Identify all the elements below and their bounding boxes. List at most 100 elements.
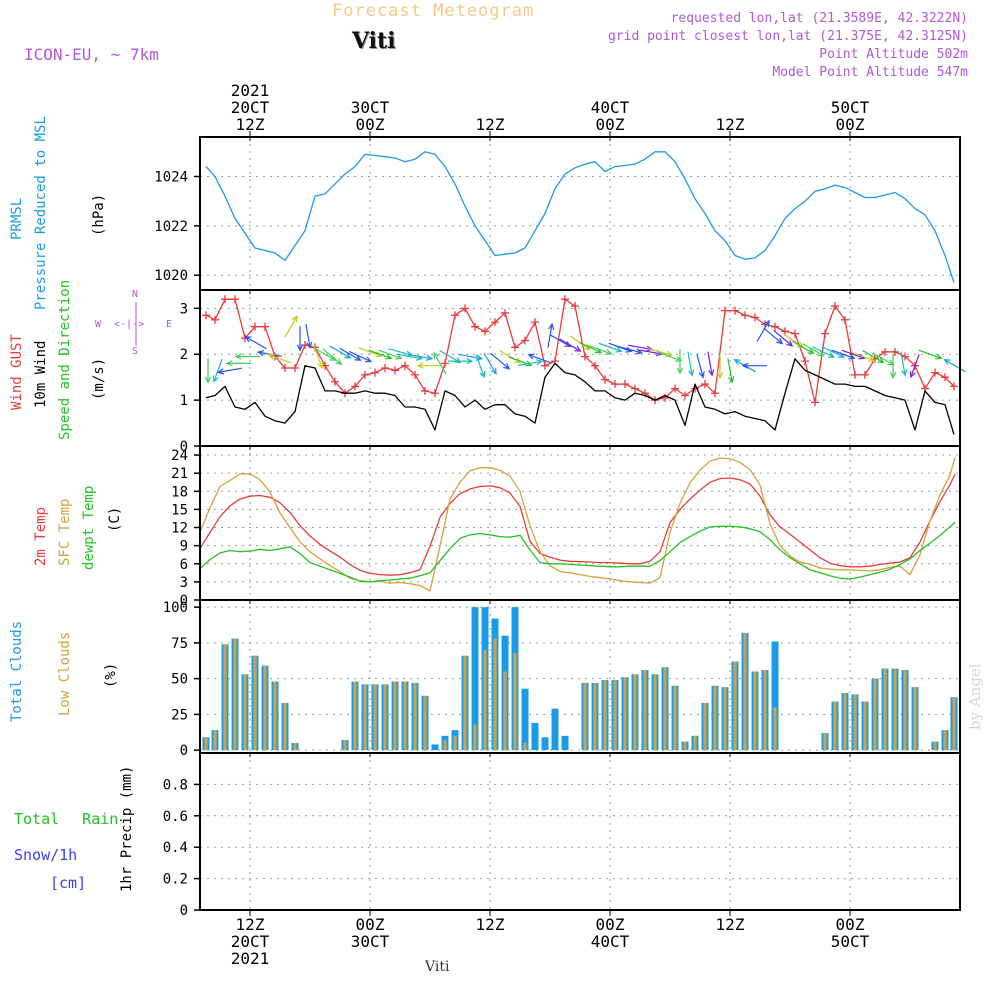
model-point-altitude: Model Point Altitude 547m	[772, 65, 968, 80]
wind-arrow-shaft	[821, 346, 845, 358]
wind-arrow-head	[548, 322, 555, 331]
wind-arrow-shaft	[284, 316, 298, 338]
snow-unit: [cm]	[50, 874, 87, 892]
low-cloud-bar	[223, 644, 227, 751]
wind-arrow-head	[708, 369, 715, 377]
wind-arrow-head	[234, 353, 242, 360]
wind-arrow	[225, 360, 251, 367]
total-cloud-bar	[561, 735, 569, 751]
time-label-top: 50CT	[831, 98, 870, 117]
low-cloud-bar	[633, 674, 637, 751]
gust-marker	[791, 329, 799, 338]
wind-arrow	[943, 359, 966, 373]
wind-arrow	[773, 330, 794, 347]
gust-marker	[431, 389, 439, 398]
panel-temperature: 0 3 6 9 12 15 18 21 24	[171, 445, 961, 609]
wind-arrow-shaft	[339, 347, 361, 361]
wind-arrow-shaft	[900, 351, 906, 376]
low-cloud-bar	[623, 677, 627, 751]
wind-arrow	[559, 338, 582, 352]
wind-arrow	[618, 345, 643, 355]
gust-marker	[521, 336, 529, 345]
wind-arrow-head	[291, 315, 298, 323]
wind-arrow-shaft	[268, 354, 292, 364]
gust-marker	[411, 370, 419, 379]
low-cloud-bar	[653, 674, 657, 751]
total-cloud-bar	[551, 708, 559, 751]
y-tick-label: 24	[171, 448, 188, 464]
wind-arrow-shaft	[559, 338, 581, 352]
compass-n: N	[132, 289, 139, 300]
y-tick-label: 0.6	[163, 809, 188, 825]
wind-arrow-head	[868, 355, 876, 362]
y-tick-label: 75	[171, 636, 188, 652]
gust-marker	[611, 380, 619, 389]
gust-marker	[801, 357, 809, 366]
wind-arrow-shaft	[628, 344, 652, 351]
time-label-bottom: 12Z	[236, 915, 265, 934]
wind-arrow	[518, 359, 544, 367]
low-cloud-bar	[863, 701, 867, 751]
wind-arrow-head	[256, 349, 265, 357]
wind-arrow-head	[503, 363, 511, 370]
low-cloud-bar	[583, 682, 587, 751]
low-cloud-bar	[453, 735, 457, 751]
wind-arrow-shaft	[756, 320, 770, 342]
gust-marker	[202, 311, 210, 320]
time-label-bottom: 00Z	[356, 915, 385, 934]
time-label-bottom: 50CT	[831, 932, 870, 951]
chart-title: Forecast Meteogram	[332, 1, 535, 21]
gust-marker	[451, 311, 459, 320]
wind-arrow	[416, 362, 442, 369]
y-tick-label: 0.2	[163, 872, 188, 888]
wind-arrow-shaft	[944, 359, 966, 373]
gust-marker	[231, 295, 239, 304]
gust-marker	[751, 313, 759, 322]
station-name: Viti	[352, 28, 396, 54]
low-cloud-bar	[873, 678, 877, 751]
gust-marker	[861, 370, 869, 379]
wind-arrow-head	[306, 341, 313, 350]
wind-arrow-shaft	[862, 350, 884, 364]
low-cloud-bar	[373, 684, 377, 751]
wind-arrow-head	[889, 372, 897, 380]
wind-arrow-shaft	[490, 352, 510, 370]
y-tick-label: 0	[180, 439, 188, 455]
time-label-bottom: 12Z	[476, 915, 505, 934]
low-cloud-bar	[773, 707, 777, 751]
low-cloud-bar	[513, 652, 517, 751]
wind-arrow-head	[564, 341, 572, 348]
low-cloud-bar	[413, 682, 417, 751]
wind-arrow-shaft	[658, 351, 682, 362]
wind-arrow	[658, 351, 683, 362]
time-label-bottom: 20CT	[231, 932, 270, 951]
wind-arrow-head	[454, 357, 462, 364]
time-label-bottom: 2021	[231, 949, 270, 968]
wind-arrow-shaft	[245, 336, 267, 350]
wind-arrow	[727, 358, 735, 384]
gust-marker	[441, 359, 449, 368]
wind-arrow-shaft	[218, 367, 242, 373]
wind-arrow-shaft	[910, 354, 920, 378]
wind-arrow-shaft	[549, 333, 571, 347]
wind-arrow-shaft	[518, 360, 542, 367]
wind-arrow	[322, 348, 343, 366]
y-tick-label: 100	[163, 600, 188, 616]
wind-arrow-head	[935, 353, 943, 360]
low-cloud-bar	[683, 741, 687, 751]
gust-marker	[291, 364, 299, 372]
wind-arrow	[831, 349, 856, 360]
time-label-bottom: 12Z	[716, 915, 745, 934]
y-tick-label: 9	[180, 539, 188, 555]
gust-marker	[221, 295, 229, 304]
total-cloud-bar	[521, 688, 529, 751]
time-label-top: 2021	[231, 81, 270, 100]
wind-arrow-head	[675, 355, 683, 362]
low-cloud-bar	[913, 687, 917, 751]
gust-marker	[391, 366, 399, 375]
wind-arrow	[900, 351, 908, 377]
compass-s: S	[132, 346, 139, 357]
wind-arrow-head	[901, 369, 908, 377]
gust-marker	[361, 370, 369, 379]
